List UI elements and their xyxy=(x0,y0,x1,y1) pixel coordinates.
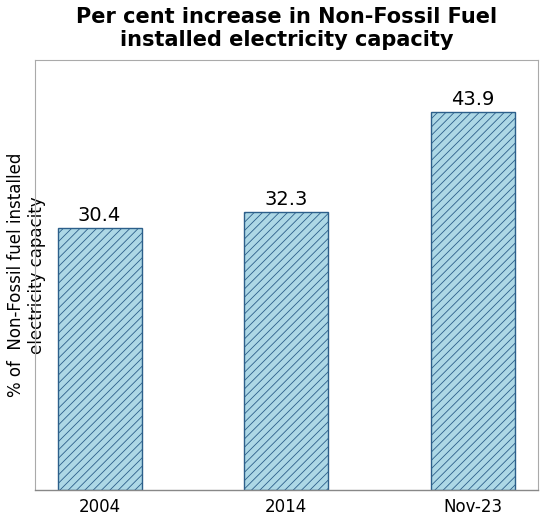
Text: 30.4: 30.4 xyxy=(78,206,121,225)
Bar xyxy=(58,229,142,490)
Bar xyxy=(431,112,515,490)
Title: Per cent increase in Non-Fossil Fuel
installed electricity capacity: Per cent increase in Non-Fossil Fuel ins… xyxy=(76,7,497,50)
Y-axis label: % of  Non-Fossil fuel installed
electricity capacity: % of Non-Fossil fuel installed electrici… xyxy=(7,153,46,397)
Text: 43.9: 43.9 xyxy=(451,90,495,109)
Bar xyxy=(244,212,329,490)
Text: 32.3: 32.3 xyxy=(265,190,308,209)
